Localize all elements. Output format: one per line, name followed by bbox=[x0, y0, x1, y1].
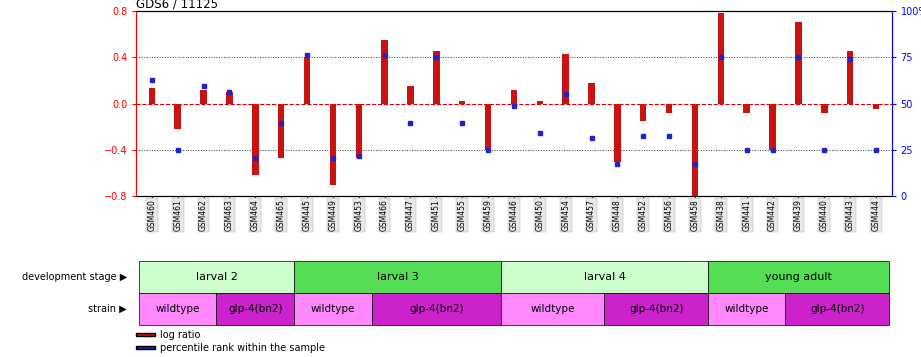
Bar bbox=[743, 104, 750, 113]
Bar bbox=[614, 104, 621, 161]
Bar bbox=[795, 22, 801, 104]
Bar bbox=[510, 90, 518, 104]
Bar bbox=[484, 104, 491, 150]
Bar bbox=[666, 104, 672, 113]
Bar bbox=[381, 40, 388, 104]
Bar bbox=[589, 83, 595, 104]
Text: glp-4(bn2): glp-4(bn2) bbox=[810, 304, 865, 314]
Bar bbox=[278, 104, 285, 158]
Bar bbox=[501, 293, 604, 325]
Text: strain ▶: strain ▶ bbox=[88, 304, 127, 314]
Bar bbox=[356, 104, 362, 158]
Bar bbox=[769, 104, 775, 150]
Bar bbox=[174, 104, 181, 129]
Bar bbox=[216, 293, 294, 325]
Bar bbox=[501, 261, 708, 293]
Text: wildtype: wildtype bbox=[310, 304, 356, 314]
Text: percentile rank within the sample: percentile rank within the sample bbox=[160, 342, 325, 353]
Bar bbox=[407, 86, 414, 104]
Bar bbox=[640, 104, 647, 121]
Bar bbox=[139, 293, 216, 325]
Bar bbox=[563, 54, 569, 104]
Text: glp-4(bn2): glp-4(bn2) bbox=[409, 304, 463, 314]
Bar bbox=[201, 90, 207, 104]
Bar bbox=[786, 293, 889, 325]
Text: young adult: young adult bbox=[765, 272, 832, 282]
Text: wildtype: wildtype bbox=[725, 304, 769, 314]
Text: GDS6 / 11125: GDS6 / 11125 bbox=[136, 0, 218, 11]
Bar bbox=[294, 261, 501, 293]
Bar bbox=[821, 104, 827, 113]
Bar bbox=[330, 104, 336, 185]
Bar bbox=[252, 104, 259, 176]
Bar bbox=[604, 293, 708, 325]
Text: log ratio: log ratio bbox=[160, 330, 200, 340]
Bar bbox=[537, 101, 543, 104]
Bar bbox=[372, 293, 501, 325]
Bar bbox=[304, 57, 310, 104]
Bar bbox=[847, 51, 854, 104]
Text: wildtype: wildtype bbox=[530, 304, 575, 314]
Text: development stage ▶: development stage ▶ bbox=[22, 272, 127, 282]
Bar bbox=[433, 51, 439, 104]
Bar bbox=[692, 104, 698, 196]
Text: wildtype: wildtype bbox=[156, 304, 200, 314]
Bar bbox=[708, 293, 786, 325]
Bar bbox=[873, 104, 880, 109]
Text: larval 4: larval 4 bbox=[584, 272, 625, 282]
Bar bbox=[708, 261, 889, 293]
Text: glp-4(bn2): glp-4(bn2) bbox=[228, 304, 283, 314]
Bar bbox=[717, 13, 724, 104]
Bar bbox=[294, 293, 372, 325]
Text: larval 3: larval 3 bbox=[377, 272, 418, 282]
Text: glp-4(bn2): glp-4(bn2) bbox=[629, 304, 683, 314]
Bar bbox=[148, 89, 155, 104]
Text: larval 2: larval 2 bbox=[195, 272, 238, 282]
Bar bbox=[139, 261, 294, 293]
Bar bbox=[227, 92, 233, 104]
Bar bbox=[459, 101, 465, 104]
